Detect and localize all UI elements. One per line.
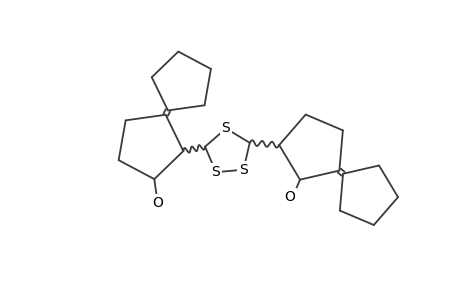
Text: O: O	[284, 190, 294, 204]
Text: S: S	[221, 122, 230, 136]
Text: O: O	[151, 196, 162, 210]
Text: S: S	[239, 163, 247, 177]
Text: S: S	[211, 165, 220, 179]
